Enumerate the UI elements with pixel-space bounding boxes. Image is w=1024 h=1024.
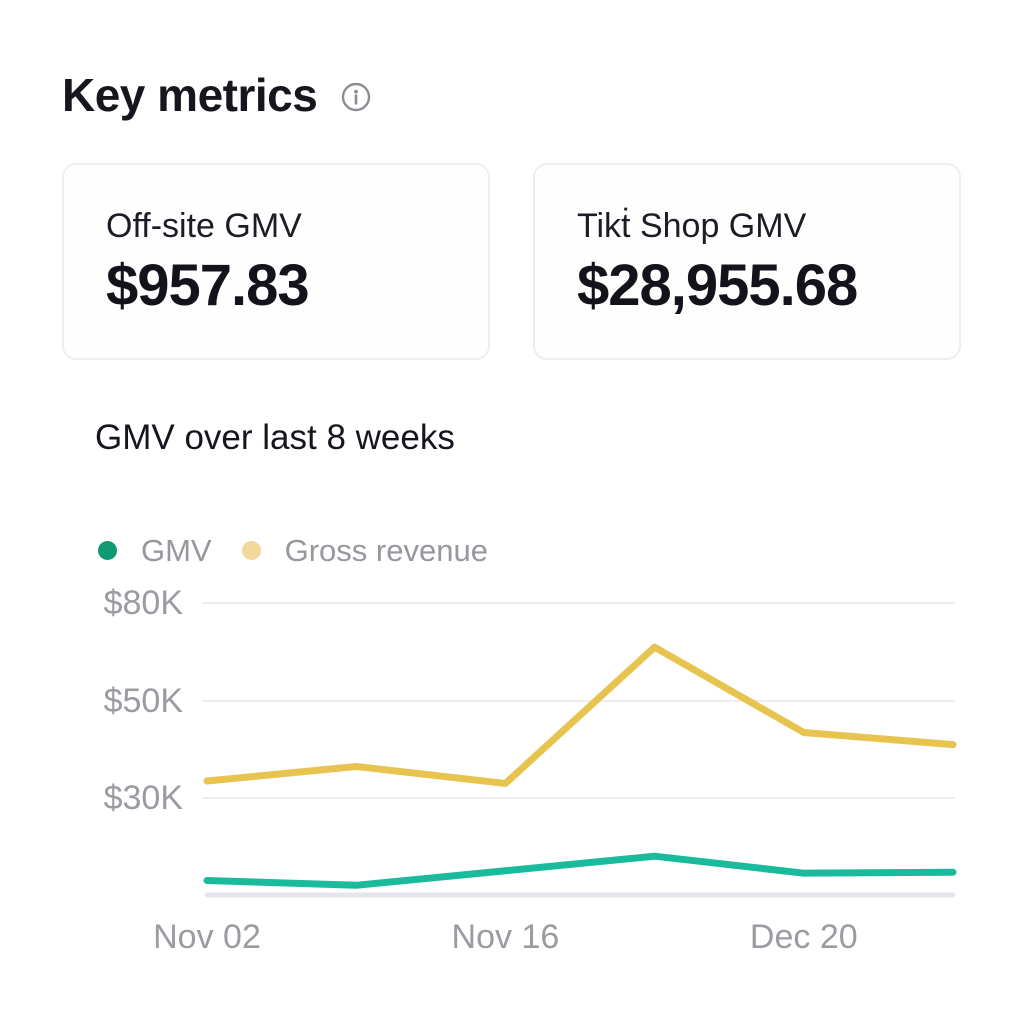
gmv-line <box>203 852 957 889</box>
metric-card-shop-gmv: Tikṫ Shop GMV $28,955.68 <box>533 163 961 360</box>
info-icon[interactable] <box>341 82 371 112</box>
metric-card-value: $957.83 <box>106 252 310 318</box>
legend-label-gmv: GMV <box>141 533 212 568</box>
gmv-legend-dot <box>98 541 117 560</box>
y-axis-label: $80K <box>104 584 184 622</box>
metric-card-title: Tikṫ Shop GMV <box>577 206 807 245</box>
metric-cards-row: Off-site GMV $957.83 Tikṫ Shop GMV $28,9… <box>62 163 961 360</box>
metric-card-title: Off-site GMV <box>106 206 302 245</box>
gross-revenue-line <box>203 643 957 787</box>
x-axis-label: Dec 20 <box>750 918 858 956</box>
chart-title: GMV over last 8 weeks <box>95 418 455 457</box>
metric-card-value: $28,955.68 <box>577 252 858 318</box>
gross-revenue-legend-dot <box>241 541 261 560</box>
legend-item-gmv[interactable]: GMV <box>98 535 212 566</box>
x-axis-label: Nov 02 <box>153 918 261 956</box>
chart-legend: GMV Gross revenue <box>98 535 488 566</box>
legend-label-gross-revenue: Gross revenue <box>284 533 488 568</box>
page-header: Key metrics <box>62 70 371 121</box>
metric-card-offsite-gmv: Off-site GMV $957.83 <box>62 163 490 360</box>
y-axis-label: $30K <box>104 779 184 817</box>
page-title: Key metrics <box>62 69 318 121</box>
x-axis-label: Nov 16 <box>452 918 560 956</box>
legend-item-gross-revenue[interactable]: Gross revenue <box>241 533 488 568</box>
y-axis-label: $50K <box>104 682 184 720</box>
